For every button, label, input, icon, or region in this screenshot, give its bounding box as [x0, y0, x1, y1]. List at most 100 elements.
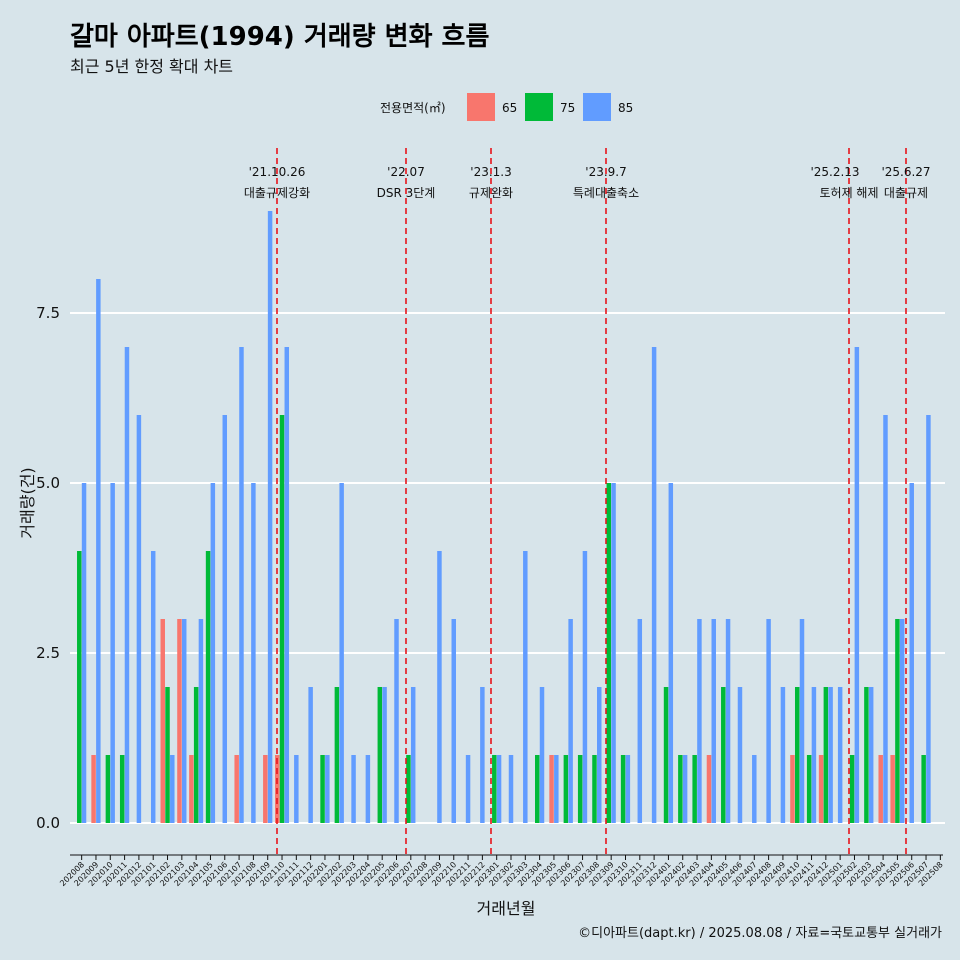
bar-85-202012: [136, 415, 142, 823]
bar-75-202306: [563, 755, 569, 823]
bar-75-202308: [592, 755, 597, 823]
bar-65-202103: [177, 619, 182, 823]
bar-65-202505: [890, 755, 895, 823]
bar-85-202108: [251, 483, 256, 823]
bar-75-202110: [279, 415, 285, 823]
bar-85-202111: [294, 755, 299, 823]
event-label: 토허제 해제: [819, 186, 878, 200]
bar-65-202102: [160, 619, 165, 823]
bar-85-202504: [883, 415, 888, 823]
chart-subtitle: 최근 5년 한정 확대 차트: [70, 57, 234, 76]
bar-85-202201: [325, 755, 330, 823]
event-date: '25.6.27: [881, 165, 930, 179]
bar-85-202203: [351, 755, 356, 823]
bar-75-202405: [721, 687, 726, 823]
bar-75-202503: [864, 687, 869, 823]
bar-85-202104: [198, 619, 204, 823]
bar-75-202310: [620, 755, 626, 823]
bar-85-202308: [597, 687, 602, 823]
bar-85-202405: [725, 619, 731, 823]
bar-85-202402: [682, 755, 688, 823]
bar-85-202309: [611, 483, 616, 823]
event-date: '25.2.13: [810, 165, 859, 179]
bar-85-202107: [239, 347, 244, 823]
bar-85-202506: [909, 483, 914, 823]
bar-85-202209: [437, 551, 442, 823]
y-tick-label: 5.0: [36, 474, 60, 492]
bar-85-202106: [222, 415, 228, 823]
bar-85-202302: [508, 755, 514, 823]
bar-85-202211: [465, 755, 471, 823]
bar-85-202306: [568, 619, 573, 823]
bar-75-202307: [577, 755, 583, 823]
bar-65-202412: [818, 755, 824, 823]
event-date: '23.1.3: [470, 165, 511, 179]
bar-75-202104: [193, 687, 199, 823]
bar-85-202311: [637, 619, 643, 823]
bar-85-202404: [711, 619, 716, 823]
bar-75-202412: [823, 687, 829, 823]
bar-75-202502: [849, 755, 855, 823]
bar-75-202403: [692, 755, 697, 823]
bar-85-202010: [110, 483, 115, 823]
bar-85-202304: [539, 687, 545, 823]
bar-85-202202: [339, 483, 344, 823]
bar-75-202401: [663, 687, 669, 823]
bar-75-202411: [806, 755, 812, 823]
event-label: 대출규제: [884, 186, 928, 200]
bar-85-202305: [554, 755, 559, 823]
bar-85-202207: [410, 687, 416, 823]
bar-85-202307: [582, 551, 588, 823]
bar-75-202205: [377, 687, 383, 823]
bar-85-202507: [926, 415, 931, 823]
bar-85-202303: [523, 551, 528, 823]
bar-65-202009: [91, 755, 96, 823]
bar-75-202011: [119, 755, 125, 823]
bar-75-202410: [794, 687, 800, 823]
bar-85-202301: [496, 755, 502, 823]
bar-75-202402: [678, 755, 683, 823]
bar-75-202102: [165, 687, 170, 823]
bar-75-202008: [77, 551, 82, 823]
event-date: '21.10.26: [249, 165, 306, 179]
bar-85-202205: [382, 687, 387, 823]
event-label: 규제완화: [469, 186, 513, 200]
y-tick-label: 2.5: [36, 644, 60, 662]
bar-85-202501: [837, 687, 843, 823]
bar-85-202206: [394, 619, 399, 823]
y-tick-label: 0.0: [36, 814, 60, 832]
bars: [77, 211, 931, 823]
legend-label-75: 75: [560, 101, 575, 115]
bar-85-202410: [799, 619, 805, 823]
bar-85-202110: [284, 347, 290, 823]
legend-swatch-65: [467, 93, 495, 121]
bar-85-202009: [96, 279, 101, 823]
bar-85-202112: [308, 687, 313, 823]
event-label: DSR 3단계: [377, 186, 436, 200]
legend-swatch-85: [583, 93, 611, 121]
legend-label-65: 65: [502, 101, 517, 115]
bar-85-202103: [181, 619, 187, 823]
bar-85-202411: [811, 687, 817, 823]
bar-85-202105: [210, 483, 216, 823]
bar-85-202102: [170, 755, 175, 823]
bar-85-202409: [780, 687, 786, 823]
y-axis-title: 거래량(건): [18, 467, 37, 538]
event-label: 대출규제강화: [244, 186, 310, 200]
chart-title: 갈마 아파트(1994) 거래량 변화 흐름: [70, 22, 490, 52]
bar-75-202505: [895, 619, 900, 823]
legend: 전용면적(㎡) 65 75 85: [380, 93, 633, 121]
bar-75-202507: [921, 755, 926, 823]
bar-65-202305: [549, 755, 554, 823]
bar-85-202212: [480, 687, 485, 823]
bar-75-202304: [535, 755, 540, 823]
event-date: '23.9.7: [585, 165, 626, 179]
bar-85-202502: [854, 347, 860, 823]
bar-75-202309: [606, 483, 612, 823]
legend-swatch-75: [525, 93, 553, 121]
bar-65-202107: [234, 755, 239, 823]
bar-85-202505: [899, 619, 905, 823]
bar-65-202504: [878, 755, 883, 823]
source-caption: ©디아파트(dapt.kr) / 2025.08.08 / 자료=국토교통부 실…: [578, 926, 942, 941]
